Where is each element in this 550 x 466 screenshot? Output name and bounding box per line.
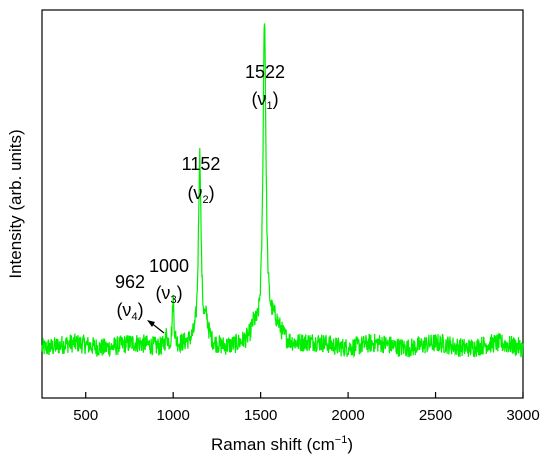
x-axis-title: Raman shift (cm−1) [211, 434, 353, 454]
x-tick-label: 3000 [506, 407, 539, 424]
peak-label-value: 1000 [149, 256, 189, 276]
plot-frame [41, 9, 524, 399]
x-axis-ticks [85, 392, 524, 398]
x-tick-label: 1500 [244, 407, 277, 424]
peak-label-mode: (ν1) [251, 89, 278, 112]
x-axis-tick-labels: 500 1000 1500 2000 2500 3000 [73, 407, 539, 424]
x-tick-label: 2000 [331, 407, 364, 424]
x-tick-label: 1000 [156, 407, 189, 424]
x-tick-label: 500 [73, 407, 98, 424]
peak-label-mode: (ν3) [155, 283, 182, 306]
spectrum-line [41, 23, 524, 359]
arrow-head-icon [147, 320, 155, 327]
peak-label-value: 1522 [245, 62, 285, 82]
peak-label-mode: (ν4) [116, 300, 143, 323]
peak-label-mode: (ν2) [187, 183, 214, 206]
peak-annotations: 1522 (ν1) 1152 (ν2) 1000 (ν3) 962 (ν4) [115, 62, 285, 334]
y-axis-title: Intensity (arb. units) [6, 129, 25, 278]
x-tick-label: 2500 [419, 407, 452, 424]
peak-label-value: 1152 [182, 154, 221, 174]
peak-label-value: 962 [115, 272, 145, 292]
